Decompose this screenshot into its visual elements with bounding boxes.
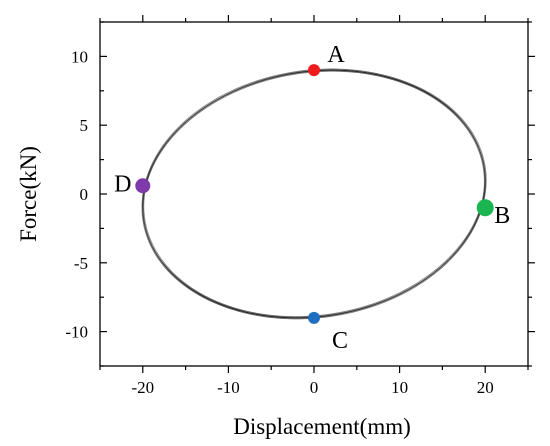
y-tick-label: -10 <box>65 323 88 342</box>
point-d-marker <box>135 178 150 193</box>
loop-cycle-3 <box>142 71 484 319</box>
x-tick-label: -20 <box>131 378 154 397</box>
y-tick-label: 0 <box>80 185 89 204</box>
point-b-marker <box>477 199 494 216</box>
point-c-marker <box>308 312 320 324</box>
point-a-marker <box>308 64 320 76</box>
hysteresis-loop <box>142 69 486 319</box>
loop-cycle-4 <box>143 71 485 319</box>
point-b-label: B <box>494 203 510 229</box>
y-axis-title: Force(kN) <box>16 146 41 242</box>
x-tick-label: -10 <box>217 378 240 397</box>
point-c-label: C <box>332 328 348 354</box>
x-tick-label: 20 <box>477 378 494 397</box>
point-d-label: D <box>114 172 131 198</box>
labeled-points: A B C D <box>114 42 510 354</box>
y-tick-label: -5 <box>74 254 88 273</box>
loop-cycle-1 <box>143 70 485 318</box>
y-tick-label: 5 <box>80 116 89 135</box>
x-axis-title: Displacement(mm) <box>233 414 411 439</box>
y-tick-label: 10 <box>71 47 88 66</box>
loop-cycle-5 <box>142 69 484 317</box>
x-tick-label: 10 <box>391 378 408 397</box>
loop-cycle-2 <box>144 69 486 317</box>
point-a-label: A <box>327 42 345 68</box>
x-tick-label: 0 <box>310 378 319 397</box>
